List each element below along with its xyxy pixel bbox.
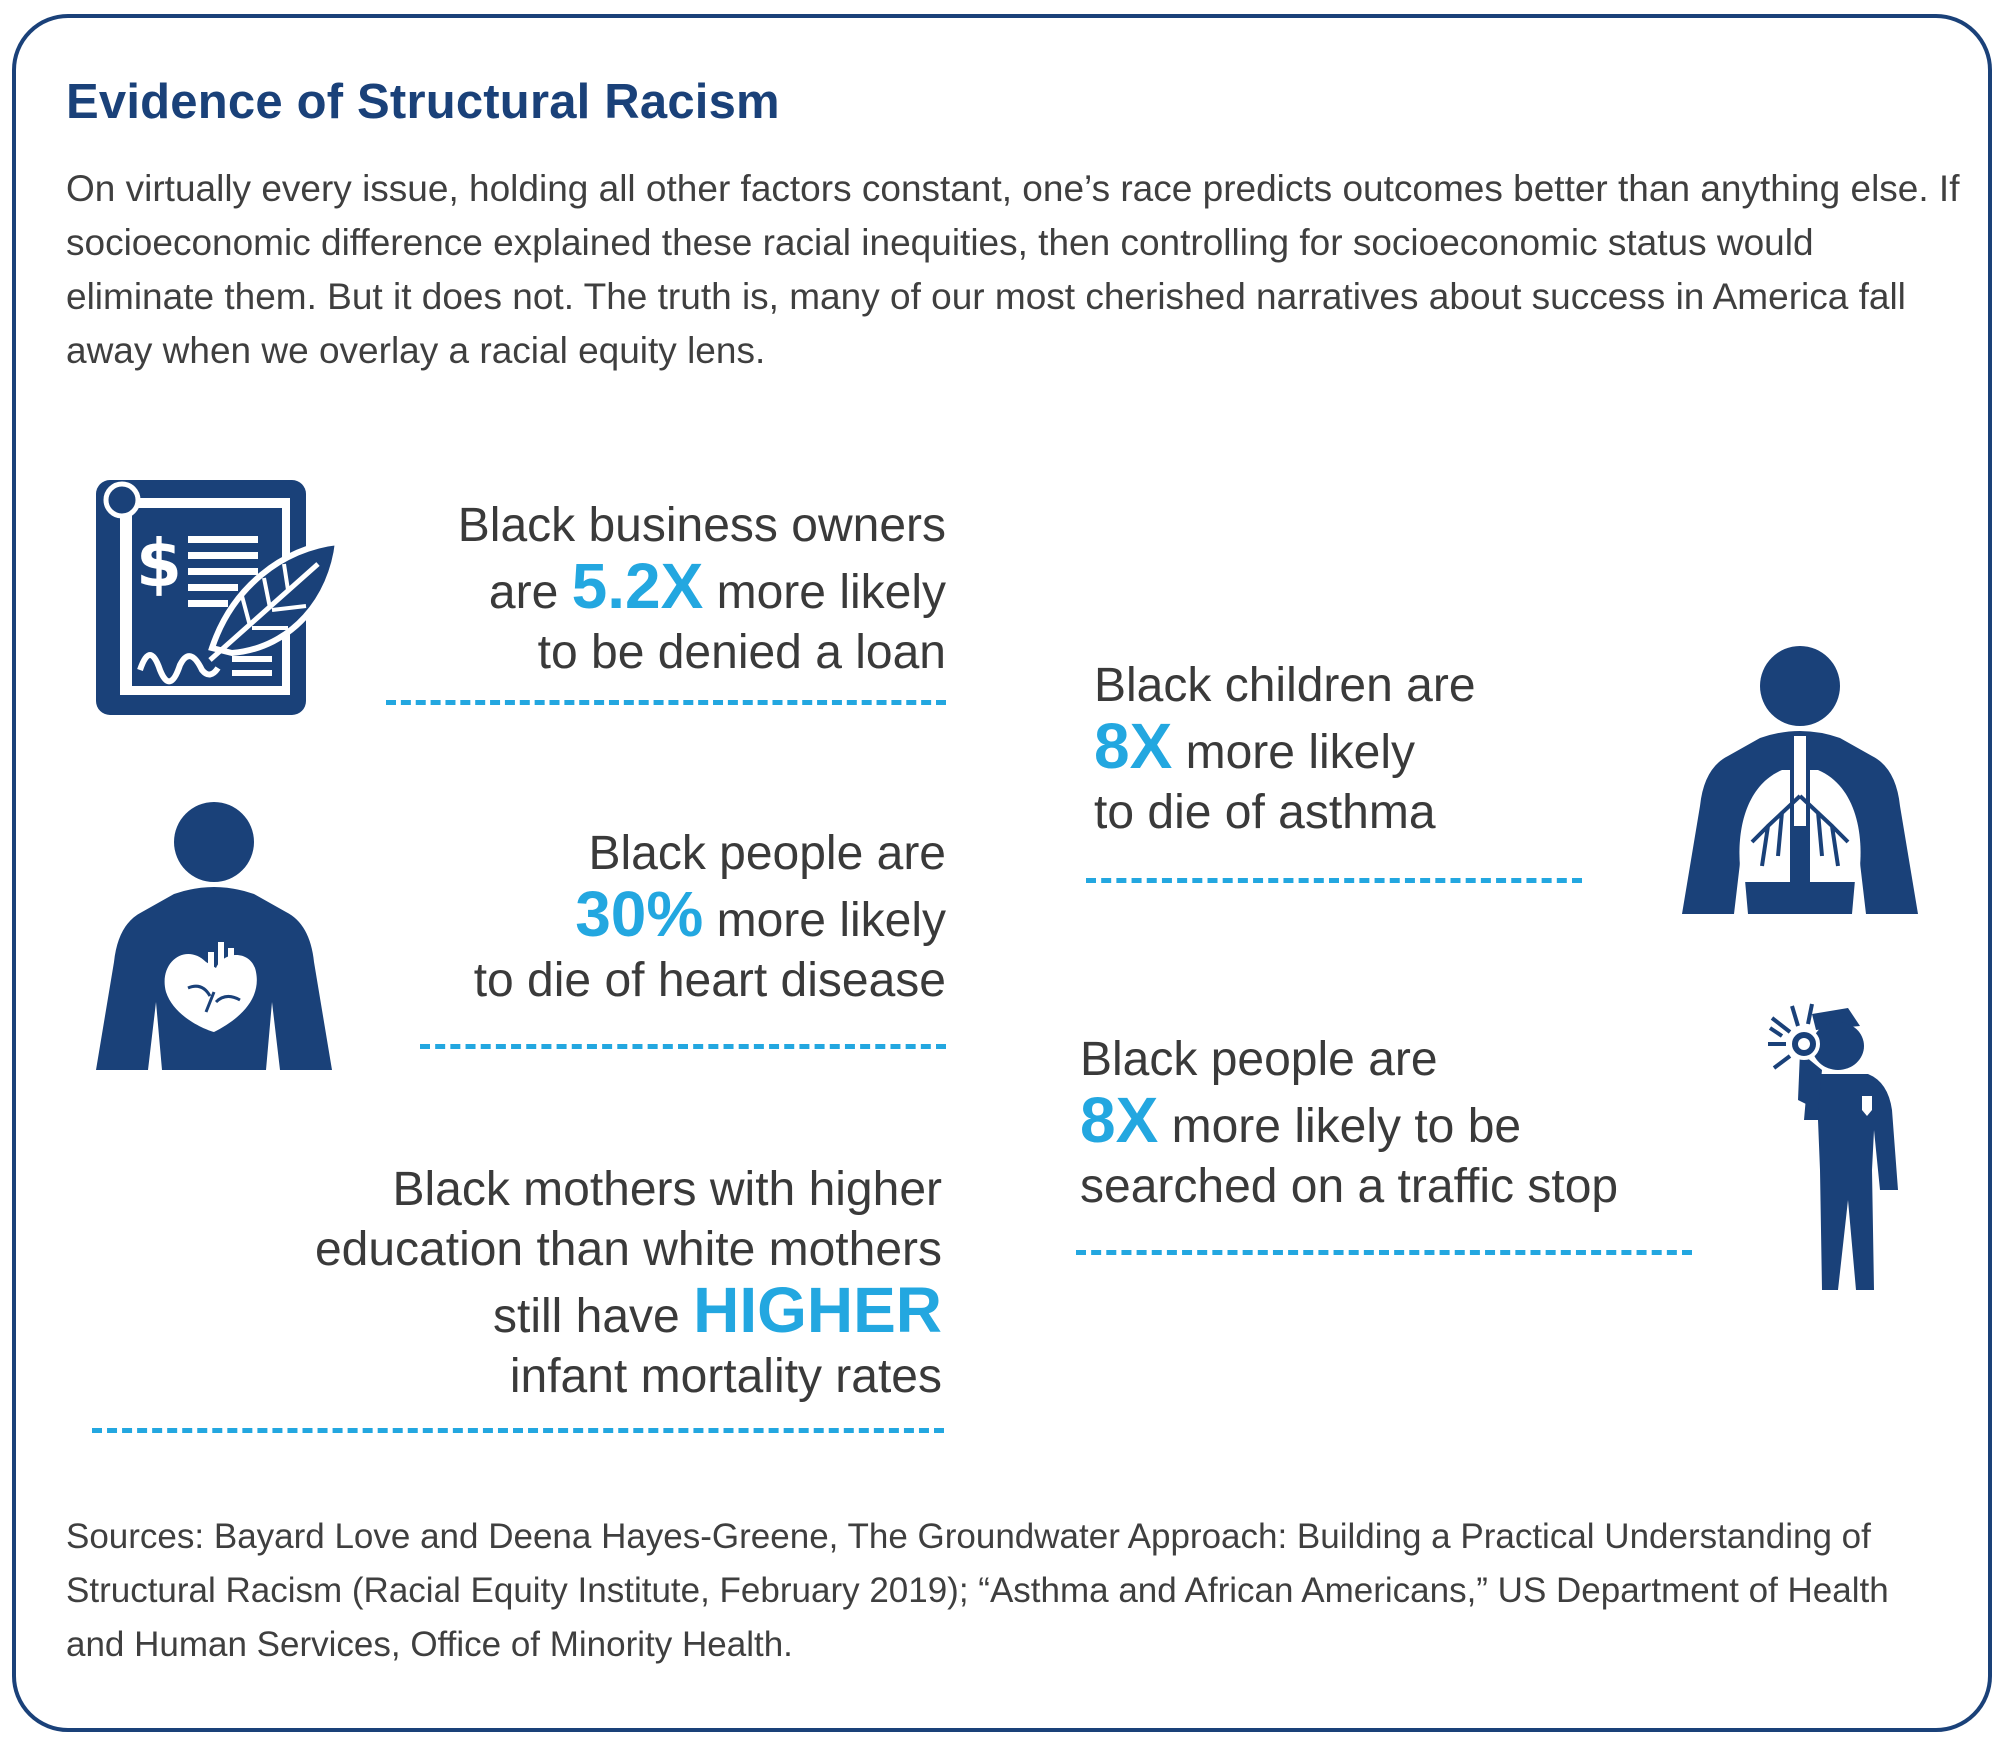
person-lungs-icon	[1682, 646, 1918, 916]
mothers-divider	[92, 1428, 944, 1433]
asthma-stat-line2: 8X more likely	[1094, 714, 1614, 783]
page-title: Evidence of Structural Racism	[66, 75, 780, 129]
police-officer-icon	[1768, 1000, 1908, 1296]
heart-stat-line1: Black people are	[588, 827, 946, 880]
traffic-stat-line1: Black people are	[1080, 1033, 1438, 1086]
mothers-stat-line4: infant mortality rates	[509, 1350, 942, 1403]
svg-text:$: $	[136, 525, 182, 602]
person-heart-icon	[96, 802, 332, 1072]
traffic-divider	[1076, 1250, 1692, 1255]
mothers-stat-line2: education than white mothers	[314, 1223, 942, 1276]
mothers-stat: Black mothers with higher education than…	[140, 1160, 942, 1407]
mothers-stat-pre: still have	[493, 1290, 694, 1343]
loan-stat-line2: are 5.2X more likely	[340, 554, 946, 623]
loan-divider	[386, 700, 946, 705]
asthma-stat-line1: Black children are	[1094, 659, 1476, 712]
traffic-stat-post: more likely to be	[1158, 1100, 1522, 1153]
loan-stat-post: more likely	[703, 566, 946, 619]
infographic-card	[12, 14, 1992, 1732]
asthma-stat: Black children are 8X more likely to die…	[1094, 656, 1614, 843]
traffic-stat-figure: 8X	[1080, 1084, 1159, 1156]
mothers-stat-line3: still have HIGHER	[140, 1278, 942, 1347]
intro-paragraph: On virtually every issue, holding all ot…	[66, 168, 1960, 371]
asthma-stat-line3: to die of asthma	[1094, 786, 1436, 839]
loan-stat-line1: Black business owners	[457, 499, 946, 552]
loan-stat-pre: are	[488, 566, 572, 619]
sources-note: Sources: Bayard Love and Deena Hayes-Gre…	[66, 1517, 1889, 1664]
mothers-stat-figure: HIGHER	[693, 1274, 942, 1346]
loan-document-icon: $	[92, 478, 342, 720]
heart-stat-line2: 30% more likely	[340, 882, 946, 951]
traffic-stat: Black people are 8X more likely to be se…	[1080, 1030, 1700, 1217]
heart-divider	[420, 1044, 946, 1049]
loan-stat-figure: 5.2X	[571, 550, 704, 622]
asthma-divider	[1086, 878, 1582, 883]
asthma-stat-post: more likely	[1172, 726, 1415, 779]
heart-stat: Black people are 30% more likely to die …	[340, 824, 946, 1011]
heart-stat-post: more likely	[703, 894, 946, 947]
traffic-stat-line3: searched on a traffic stop	[1080, 1160, 1619, 1213]
traffic-stat-line2: 8X more likely to be	[1080, 1088, 1700, 1157]
heart-stat-line3: to die of heart disease	[473, 954, 946, 1007]
asthma-stat-figure: 8X	[1094, 710, 1173, 782]
loan-stat: Black business owners are 5.2X more like…	[340, 496, 946, 683]
mothers-stat-line1: Black mothers with higher	[392, 1163, 942, 1216]
loan-stat-line3: to be denied a loan	[537, 626, 946, 679]
heart-stat-figure: 30%	[575, 878, 704, 950]
